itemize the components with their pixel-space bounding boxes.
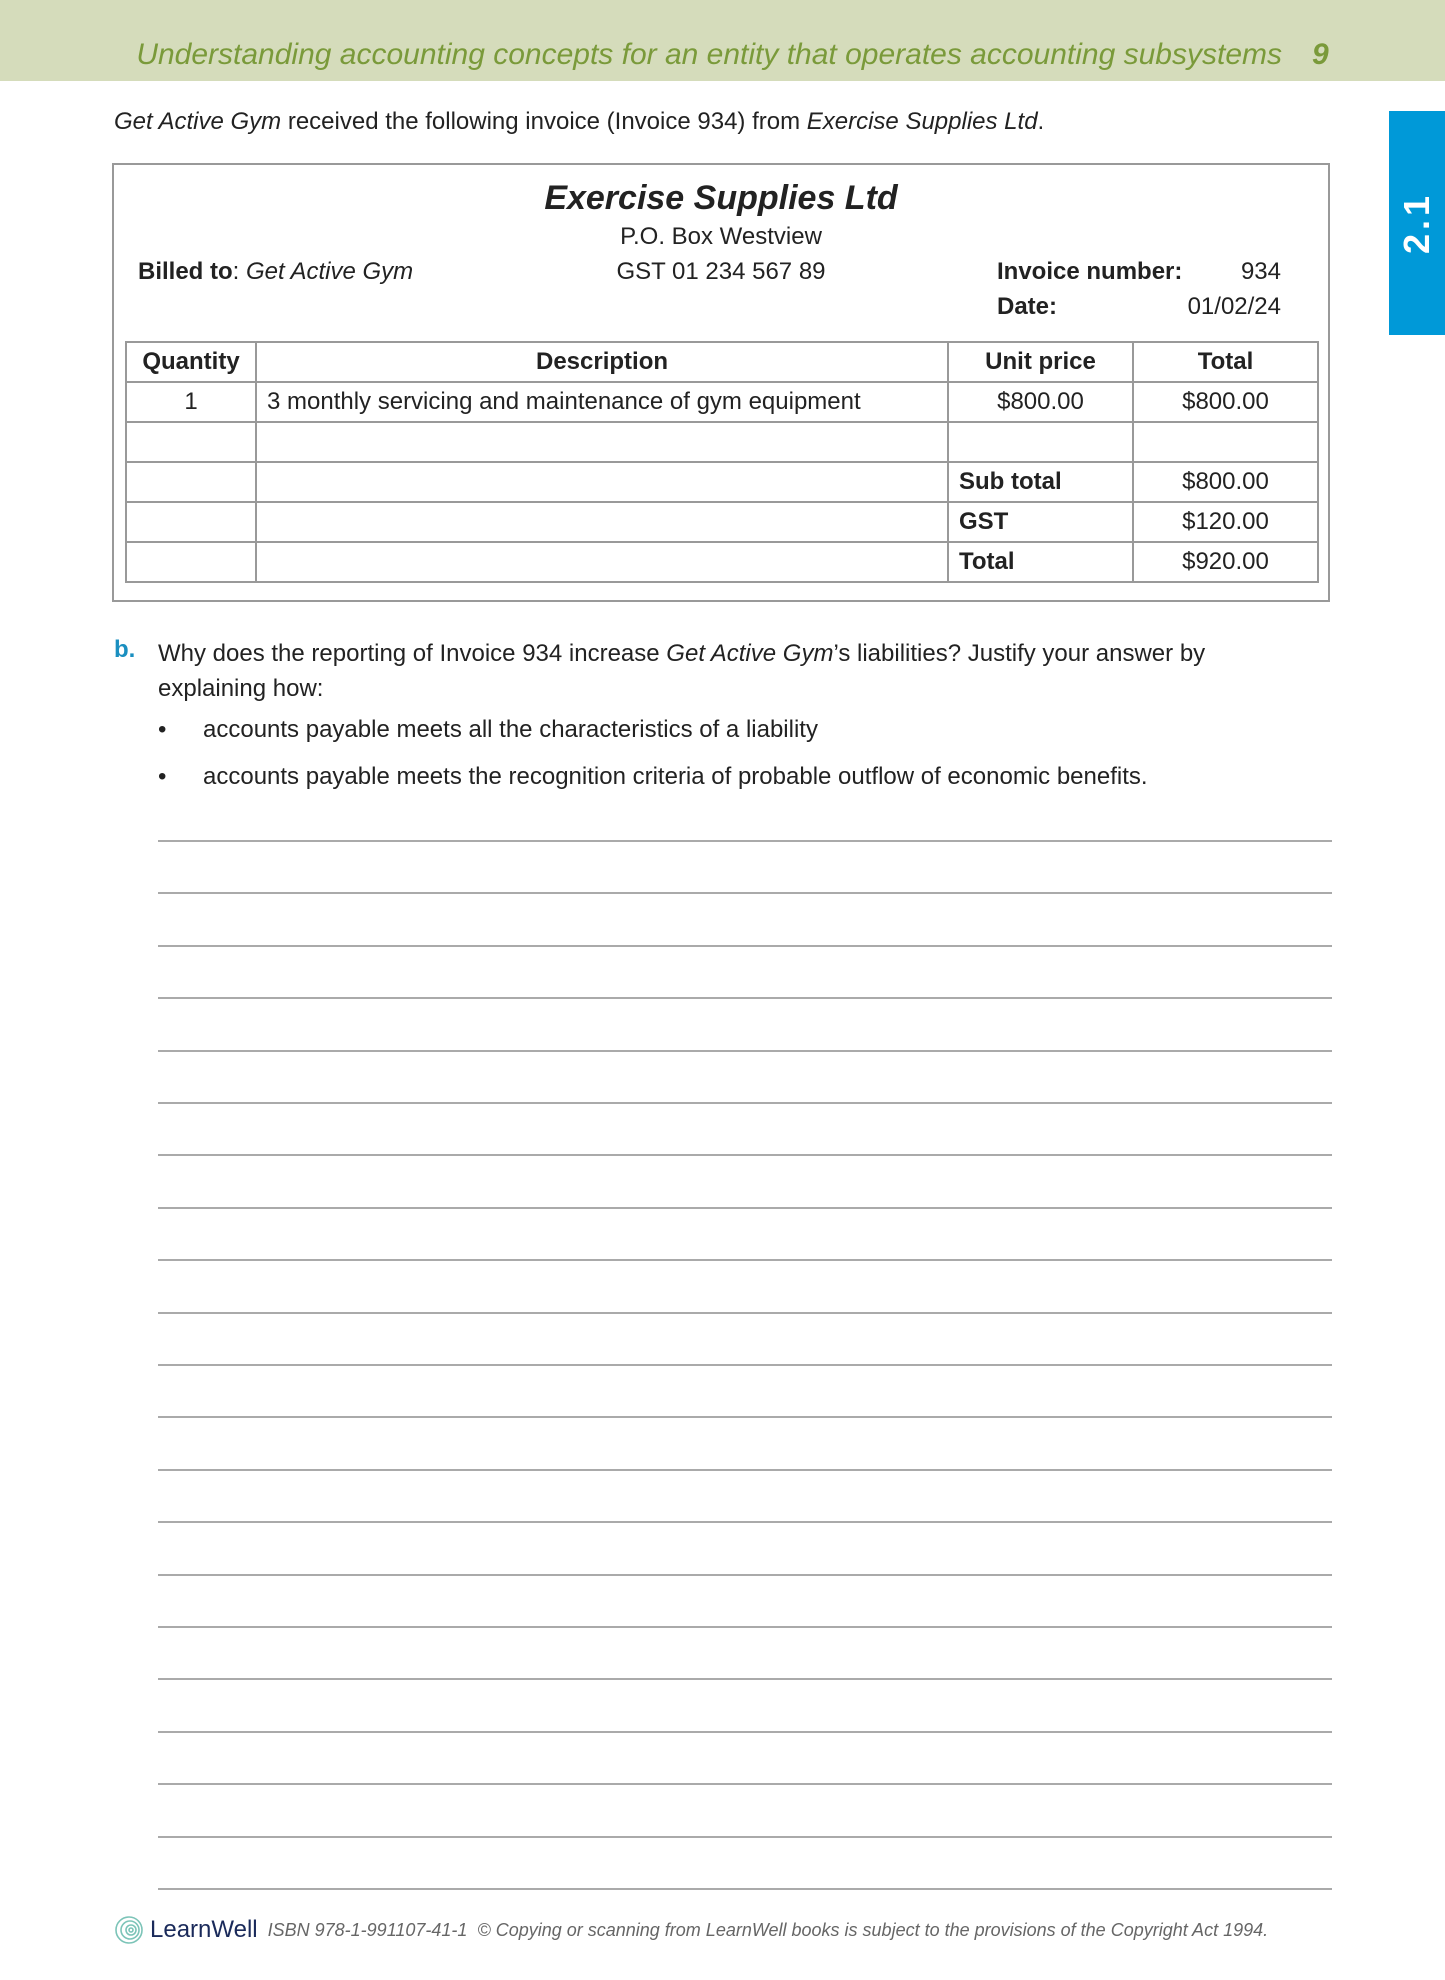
answer-line[interactable]: [158, 1102, 1332, 1104]
cell-quantity: 1: [125, 381, 257, 423]
answer-line[interactable]: [158, 1206, 1332, 1209]
header-title: Understanding accounting concepts for an…: [136, 38, 1282, 71]
question-text-gym: Get Active Gym: [666, 640, 834, 667]
invoice-number-label: Invoice number:: [997, 258, 1183, 285]
question-label: b.: [114, 636, 136, 663]
billed-to-value: Get Active Gym: [246, 258, 414, 285]
subtotal-value: $800.00: [1132, 461, 1319, 503]
invoice: Exercise Supplies Ltd P.O. Box Westview …: [112, 163, 1330, 602]
answer-line[interactable]: [158, 1888, 1332, 1890]
answer-line[interactable]: [158, 1049, 1332, 1052]
answer-line[interactable]: [158, 1835, 1332, 1838]
gst-value: $120.00: [1132, 501, 1319, 543]
col-description: Description: [255, 341, 949, 383]
answer-line[interactable]: [158, 1364, 1332, 1366]
answer-line[interactable]: [158, 1730, 1332, 1733]
answer-line[interactable]: [158, 1468, 1332, 1471]
answer-line[interactable]: [158, 1154, 1332, 1157]
col-unit-price: Unit price: [947, 341, 1134, 383]
answer-line[interactable]: [158, 1783, 1332, 1786]
cell-total: $800.00: [1132, 381, 1319, 423]
col-total: Total: [1132, 341, 1319, 383]
answer-line[interactable]: [158, 892, 1332, 895]
answer-line[interactable]: [158, 1259, 1332, 1262]
footer-copyright: © Copying or scanning from LearnWell boo…: [477, 1919, 1269, 1940]
bullet-text: accounts payable meets all the character…: [203, 716, 818, 743]
answer-line[interactable]: [158, 1311, 1332, 1314]
intro-text: Get Active Gym received the following in…: [114, 108, 1044, 136]
subtotal-label: Sub total: [947, 461, 1134, 503]
table-header: Quantity Description Unit price Total: [125, 341, 1319, 383]
learnwell-logo-icon: [115, 1916, 143, 1944]
footer-brand: LearnWell: [150, 1916, 258, 1943]
answer-line[interactable]: [158, 1573, 1332, 1576]
total-row: Total $920.00: [125, 541, 1319, 583]
page-number: 9: [1312, 38, 1329, 71]
invoice-table: Quantity Description Unit price Total 1 …: [125, 341, 1319, 583]
table-row-empty: [125, 421, 1319, 463]
invoice-date-label: Date:: [997, 293, 1058, 320]
invoice-address: P.O. Box Westview: [620, 223, 822, 250]
invoice-date-value: 01/02/24: [1187, 293, 1281, 320]
question-text-a: Why does the reporting of Invoice 934 in…: [158, 640, 667, 667]
answer-line[interactable]: [158, 1416, 1332, 1419]
gst-label: GST: [947, 501, 1134, 543]
answer-line[interactable]: [158, 840, 1332, 842]
table-row: 1 3 monthly servicing and maintenance of…: [125, 381, 1319, 423]
invoice-gst-number: GST 01 234 567 89: [616, 258, 826, 285]
question-text: Why does the reporting of Invoice 934 in…: [158, 636, 1308, 706]
total-label: Total: [947, 541, 1134, 583]
subtotal-row: Sub total $800.00: [125, 461, 1319, 503]
invoice-number-value: 934: [1240, 258, 1281, 285]
cell-unit-price: $800.00: [947, 381, 1134, 423]
page-header: Understanding accounting concepts for an…: [0, 0, 1445, 81]
footer: LearnWell ISBN 978-1-991107-41-1 © Copyi…: [114, 1914, 1268, 1946]
cell-description: 3 monthly servicing and maintenance of g…: [255, 381, 949, 423]
gst-row: GST $120.00: [125, 501, 1319, 543]
total-value: $920.00: [1132, 541, 1319, 583]
intro-gym: Get Active Gym: [114, 108, 282, 135]
answer-line[interactable]: [158, 1521, 1332, 1524]
bullet-icon: •: [158, 716, 167, 743]
question-text-c: ’s liabilities? Justify your answer by e…: [158, 640, 1206, 702]
intro-supplier: Exercise Supplies Ltd: [806, 108, 1038, 135]
answer-line[interactable]: [158, 997, 1332, 1000]
answer-line[interactable]: [158, 944, 1332, 947]
section-tab: 2.1: [1389, 111, 1445, 335]
billed-to-label: Billed to: [138, 258, 233, 285]
invoice-company: Exercise Supplies Ltd: [544, 179, 898, 217]
answer-line[interactable]: [158, 1626, 1332, 1628]
section-tab-label: 2.1: [1396, 191, 1437, 255]
bullet-icon: •: [158, 763, 167, 790]
answer-line[interactable]: [158, 1678, 1332, 1681]
intro-middle: received the following invoice (Invoice …: [281, 108, 807, 135]
col-quantity: Quantity: [125, 341, 257, 383]
intro-end: .: [1037, 108, 1045, 135]
bullet-text: accounts payable meets the recognition c…: [203, 763, 1148, 790]
footer-isbn: ISBN 978-1-991107-41-1: [267, 1919, 468, 1940]
billed-to: Billed to: Get Active Gym: [138, 258, 414, 285]
